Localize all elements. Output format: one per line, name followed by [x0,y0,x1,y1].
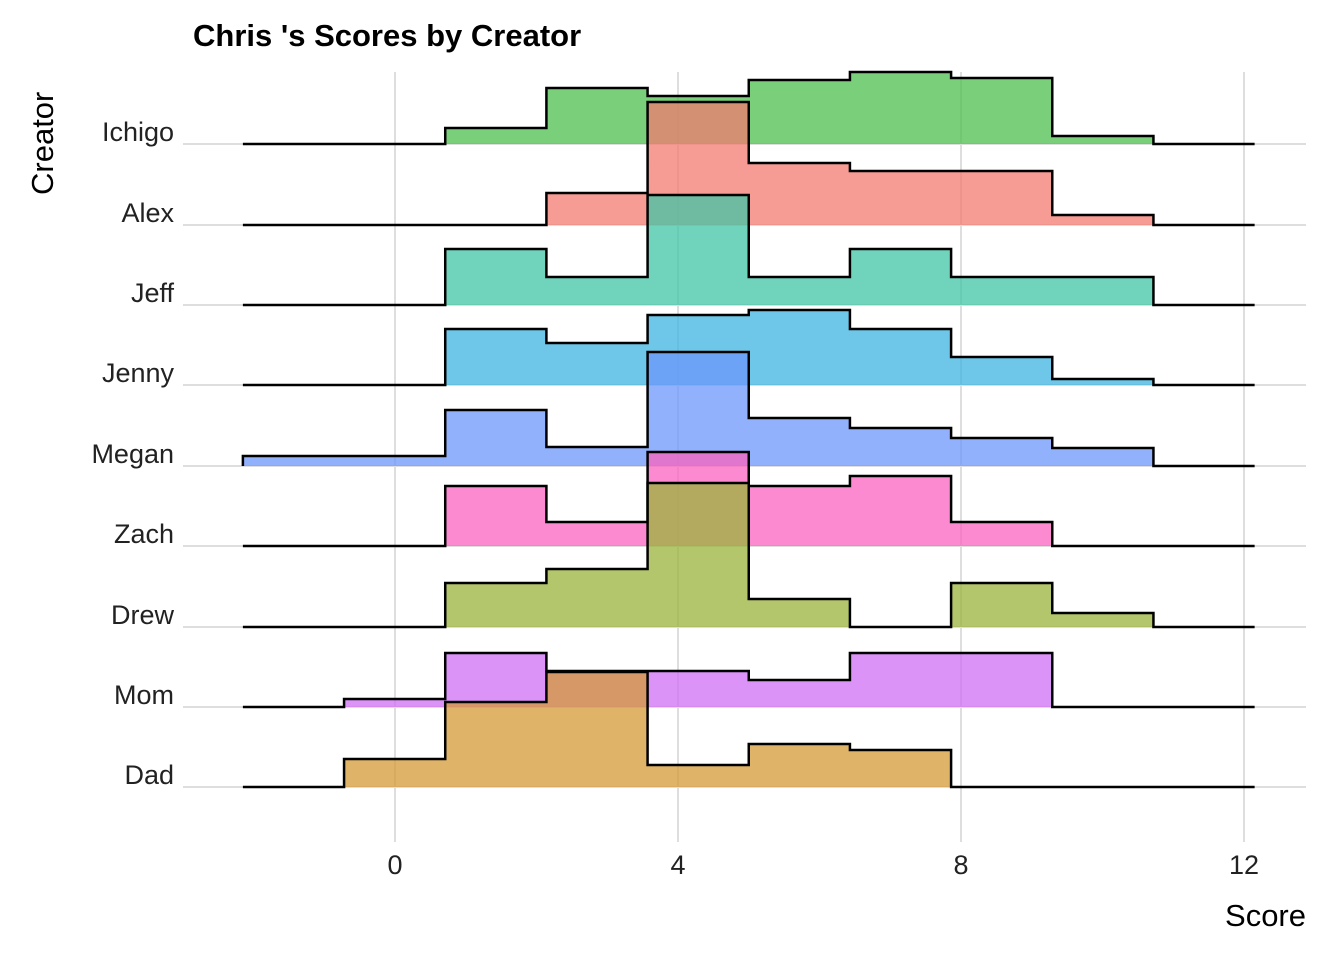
x-tick-12: 12 [1228,850,1260,880]
ridge-outline-jeff [242,193,1255,307]
category-label-zach: Zach [113,519,174,549]
y-axis-label: Creator [25,91,60,195]
chart-title: Chris 's Scores by Creator [193,18,582,53]
ridge-outline-megan [241,350,1255,468]
ridge-outline-dad [242,670,1255,789]
category-label-ichigo: Ichigo [101,117,174,147]
ridge-fill-dad [242,672,1255,787]
category-label-megan: Megan [91,439,174,469]
x-tick-4: 4 [670,850,686,880]
x-axis-label: Score [1225,898,1306,933]
category-label-dad: Dad [124,760,174,790]
ridge-outline-zach [242,450,1255,548]
ridge-outline-drew [242,481,1255,629]
ridge-fill-jenny [242,310,1255,385]
category-label-jenny: Jenny [101,358,174,388]
ridge-outline-jenny [242,308,1255,387]
x-tick-0: 0 [387,850,403,880]
x-tick-8: 8 [953,850,969,880]
category-label-alex: Alex [121,198,174,228]
category-label-drew: Drew [110,600,174,630]
category-label-jeff: Jeff [130,278,174,308]
ridge-outline-ichigo [242,70,1255,146]
ridge-outline-mom [242,651,1255,709]
ridge-outline-alex [242,100,1255,227]
category-label-mom: Mom [114,680,174,710]
